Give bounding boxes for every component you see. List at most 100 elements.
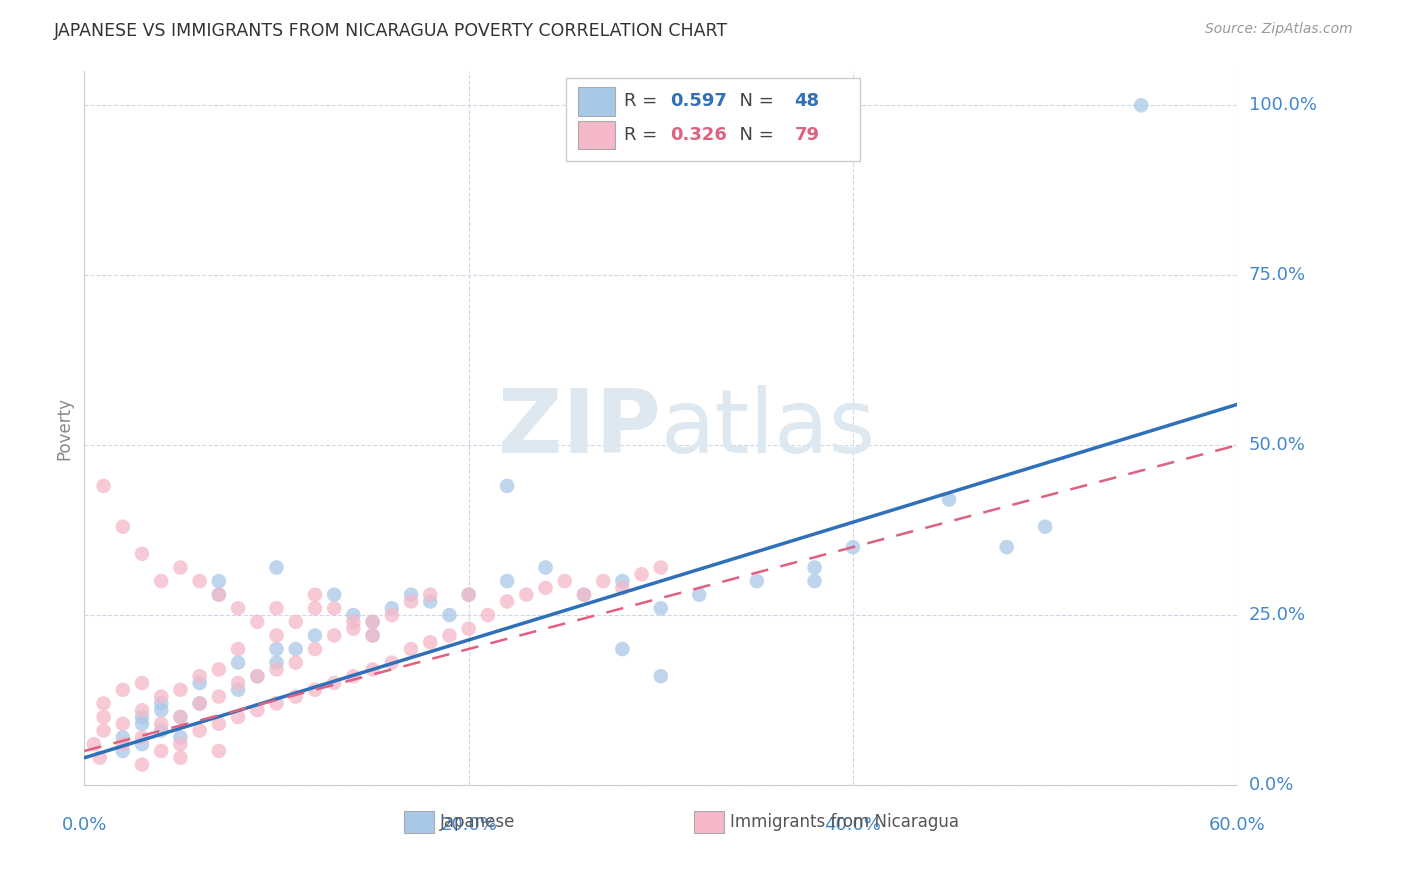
Text: 25.0%: 25.0%	[1249, 606, 1306, 624]
Point	[246, 669, 269, 683]
Point	[381, 656, 404, 670]
Point	[131, 547, 153, 561]
Point	[208, 662, 231, 676]
Point	[93, 479, 115, 493]
Point	[111, 716, 134, 731]
Text: ZIP: ZIP	[498, 384, 661, 472]
Point	[342, 615, 364, 629]
Text: Immigrants from Nicaragua: Immigrants from Nicaragua	[730, 814, 959, 831]
Point	[304, 682, 326, 697]
Point	[419, 635, 441, 649]
Point	[612, 581, 634, 595]
Text: Source: ZipAtlas.com: Source: ZipAtlas.com	[1205, 22, 1353, 37]
Point	[457, 622, 479, 636]
FancyBboxPatch shape	[567, 78, 860, 161]
Point	[169, 731, 191, 745]
Point	[246, 703, 269, 717]
Point	[131, 703, 153, 717]
Point	[1033, 519, 1056, 533]
Text: R =: R =	[624, 126, 662, 144]
Point	[188, 669, 211, 683]
Point	[612, 642, 634, 657]
Text: Japanese: Japanese	[440, 814, 515, 831]
Point	[399, 588, 422, 602]
Point	[246, 669, 269, 683]
Point	[803, 560, 825, 574]
Point	[650, 601, 672, 615]
Point	[111, 731, 134, 745]
Point	[304, 628, 326, 642]
Point	[266, 697, 288, 711]
Text: 20.0%: 20.0%	[440, 815, 498, 833]
Text: 79: 79	[794, 126, 820, 144]
Point	[131, 731, 153, 745]
Y-axis label: Poverty: Poverty	[55, 397, 73, 459]
Point	[938, 492, 960, 507]
Point	[169, 710, 191, 724]
Point	[226, 656, 249, 670]
Text: 60.0%: 60.0%	[1209, 815, 1265, 833]
Point	[150, 744, 173, 758]
Text: 100.0%: 100.0%	[1249, 96, 1317, 114]
Point	[208, 744, 231, 758]
Point	[323, 676, 346, 690]
Point	[342, 622, 364, 636]
Point	[150, 690, 173, 704]
Point	[323, 588, 346, 602]
Point	[284, 615, 307, 629]
Point	[534, 560, 557, 574]
Point	[592, 574, 614, 588]
Point	[496, 574, 519, 588]
Point	[304, 601, 326, 615]
Point	[111, 737, 134, 751]
Point	[842, 540, 865, 554]
Point	[284, 642, 307, 657]
Point	[208, 574, 231, 588]
Point	[111, 744, 134, 758]
Point	[188, 697, 211, 711]
Point	[361, 615, 384, 629]
Point	[266, 662, 288, 676]
Text: N =: N =	[728, 126, 779, 144]
Point	[361, 615, 384, 629]
Point	[361, 628, 384, 642]
FancyBboxPatch shape	[578, 120, 614, 149]
Point	[515, 588, 537, 602]
Point	[419, 588, 441, 602]
Point	[304, 642, 326, 657]
Point	[226, 676, 249, 690]
Text: 0.0%: 0.0%	[62, 815, 107, 833]
Point	[150, 574, 173, 588]
Point	[399, 642, 422, 657]
Text: atlas: atlas	[661, 384, 876, 472]
Point	[323, 601, 346, 615]
FancyBboxPatch shape	[695, 811, 724, 833]
Point	[342, 669, 364, 683]
Point	[439, 608, 461, 623]
Point	[188, 697, 211, 711]
FancyBboxPatch shape	[404, 811, 433, 833]
Point	[169, 751, 191, 765]
Point	[89, 751, 111, 765]
Point	[226, 601, 249, 615]
Point	[150, 716, 173, 731]
Point	[226, 710, 249, 724]
Point	[111, 519, 134, 533]
Point	[381, 608, 404, 623]
Point	[630, 567, 652, 582]
Point	[650, 560, 672, 574]
Point	[93, 697, 115, 711]
Point	[266, 628, 288, 642]
Point	[612, 574, 634, 588]
Point	[246, 615, 269, 629]
Point	[150, 703, 173, 717]
Point	[93, 723, 115, 738]
Text: 75.0%: 75.0%	[1249, 266, 1306, 285]
Point	[131, 737, 153, 751]
Point	[496, 479, 519, 493]
Point	[266, 560, 288, 574]
Point	[688, 588, 710, 602]
Point	[169, 737, 191, 751]
Point	[745, 574, 768, 588]
Point	[342, 608, 364, 623]
